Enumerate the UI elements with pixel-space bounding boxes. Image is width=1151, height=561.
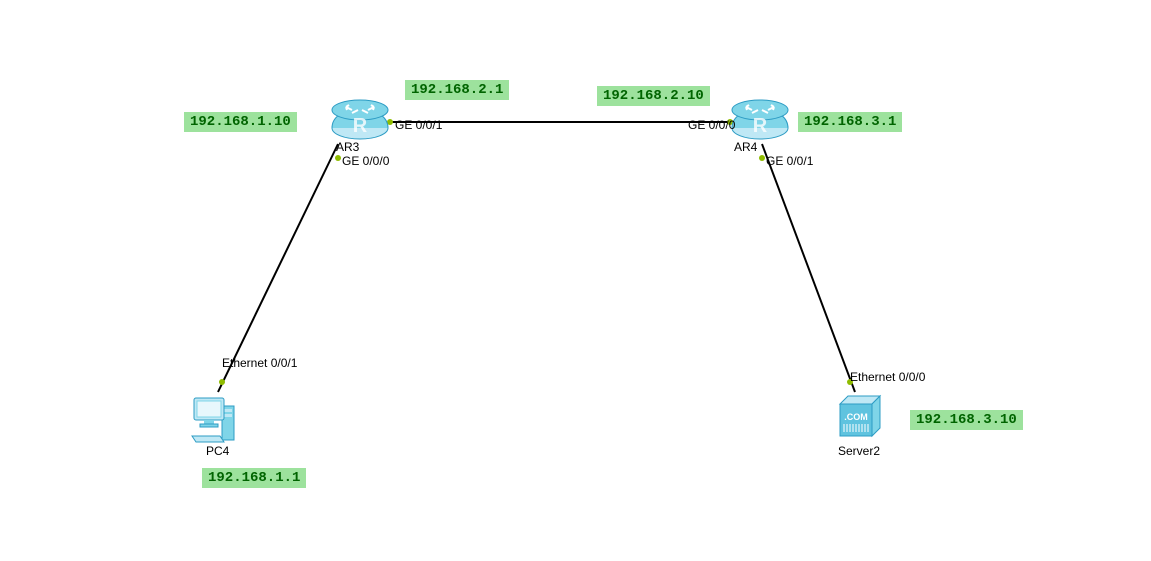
ip-label-ar3-left: 192.168.1.10	[184, 112, 297, 132]
node-pc4[interactable]	[190, 392, 242, 444]
port-label-ar4-ge000: GE 0/0/0	[688, 118, 735, 132]
svg-text:R: R	[753, 115, 768, 137]
pc-icon	[190, 392, 242, 444]
link-ar4-server2	[762, 144, 855, 392]
device-label-ar4: AR4	[734, 140, 757, 154]
ip-label-pc4: 192.168.1.1	[202, 468, 306, 488]
ip-label-server2: 192.168.3.10	[910, 410, 1023, 430]
device-label-server2: Server2	[838, 444, 880, 458]
endpoint-dot	[335, 155, 341, 161]
router-icon: R	[330, 98, 390, 140]
node-router-ar4[interactable]: R	[730, 98, 790, 140]
server-face-text: .COM	[844, 412, 868, 422]
link-ar3-pc4	[218, 144, 338, 392]
port-label-srv-eth: Ethernet 0/0/0	[850, 370, 925, 384]
port-label-ar4-ge001: GE 0/0/1	[766, 154, 813, 168]
endpoint-dot	[219, 379, 225, 385]
svg-text:R: R	[353, 115, 368, 137]
node-server2[interactable]: .COM	[836, 392, 884, 440]
node-router-ar3[interactable]: R	[330, 98, 390, 140]
port-label-pc4-eth: Ethernet 0/0/1	[222, 356, 297, 370]
server-icon: .COM	[836, 392, 884, 440]
endpoint-dot	[759, 155, 765, 161]
ip-label-ar4-right: 192.168.3.1	[798, 112, 902, 132]
device-label-pc4: PC4	[206, 444, 229, 458]
router-icon: R	[730, 98, 790, 140]
topology-canvas: R R	[0, 0, 1151, 561]
device-label-ar3: AR3	[336, 140, 359, 154]
ip-label-ar3-top: 192.168.2.1	[405, 80, 509, 100]
port-label-ar3-ge000: GE 0/0/0	[342, 154, 389, 168]
port-label-ar3-ge001: GE 0/0/1	[395, 118, 442, 132]
links-layer	[0, 0, 1151, 561]
ip-label-ar4-top: 192.168.2.10	[597, 86, 710, 106]
